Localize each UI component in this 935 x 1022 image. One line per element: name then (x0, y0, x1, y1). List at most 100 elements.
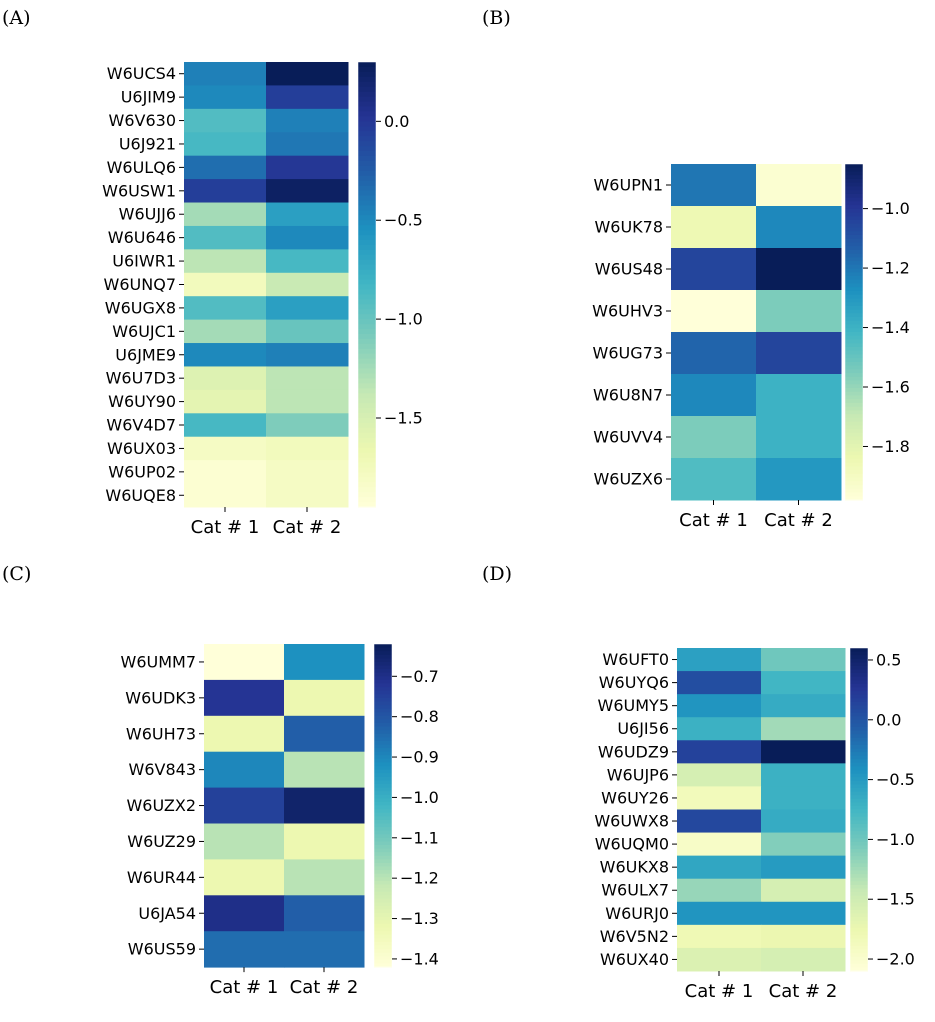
colorbar-frame-d (849, 647, 869, 972)
colorbar-tick-label-d-5: −2.0 (876, 950, 915, 969)
colorbar-strip-a-80 (358, 457, 376, 464)
colorbar-tick-label-c-1: −0.8 (400, 707, 439, 726)
colorbar-strip-d-89 (850, 967, 868, 972)
colorbar-strip-d-20 (850, 719, 868, 724)
row-label-a-9: W6UNQ7 (104, 275, 176, 294)
heatmap-cell-d-10-1 (761, 878, 846, 903)
colorbar-strip-b-27 (845, 264, 863, 270)
colorbar-strip-a-36 (358, 240, 376, 246)
heatmap-cell-a-16-0 (184, 436, 267, 461)
colorbar-strip-b-9 (845, 197, 863, 202)
heatmap-cell-a-1-1 (266, 85, 349, 110)
colorbar-strip-c-0 (374, 644, 392, 649)
heatmap-cell-b-6-1 (756, 416, 842, 459)
colorbar-strip-a-61 (358, 363, 376, 370)
row-label-c-3: W6V843 (129, 760, 196, 779)
colorbar-tick-label-a-3: −1.5 (384, 409, 423, 428)
colorbar-strip-d-46 (850, 813, 868, 818)
colorbar-strip-a-14 (358, 131, 376, 137)
row-label-d-9: W6UKX8 (600, 858, 669, 877)
row-label-d-0: W6UFT0 (602, 650, 669, 669)
heatmap-cell-b-5-0 (671, 374, 757, 417)
heatmap-cell-c-0-0 (204, 644, 285, 681)
colorbar-strip-b-68 (845, 417, 863, 423)
heatmap-cell-c-7-1 (284, 895, 365, 932)
heatmap-cell-b-5-1 (756, 374, 842, 417)
heatmap-cell-a-2-1 (266, 108, 349, 133)
colorbar-strip-c-30 (374, 751, 392, 756)
colorbar-strip-a-85 (358, 482, 376, 488)
heatmap-cell-a-5-0 (184, 179, 267, 204)
colorbar-strip-a-51 (358, 314, 376, 320)
colorbar-strip-a-18 (358, 151, 376, 157)
colorbar-strip-d-13 (850, 694, 868, 699)
colorbar-strip-c-29 (374, 748, 392, 753)
colorbar-strip-d-59 (850, 859, 868, 864)
colorbar-tick-label-a-0: 0.0 (384, 112, 409, 131)
colorbar-strip-c-55 (374, 841, 392, 846)
colorbar-strip-a-55 (358, 333, 376, 340)
colorbar-strip-c-71 (374, 898, 392, 903)
heatmap-cell-a-3-0 (184, 132, 267, 157)
colorbar-frame-a (357, 61, 377, 508)
colorbar-strip-b-4 (845, 178, 863, 184)
colorbar-strip-d-81 (850, 938, 868, 943)
colorbar-strip-a-44 (358, 279, 376, 286)
row-label-d-10: W6ULX7 (601, 881, 669, 900)
colorbar-tick-label-b-4: −1.8 (871, 437, 910, 456)
colorbar-strip-d-87 (850, 960, 868, 965)
row-label-b-5: W6U8N7 (593, 386, 663, 405)
colorbar-strip-d-86 (850, 956, 868, 961)
colorbar-strip-d-43 (850, 802, 868, 807)
heatmap-cell-a-17-1 (266, 460, 349, 485)
colorbar-strip-a-17 (358, 146, 376, 152)
row-label-a-6: W6UJJ6 (119, 205, 176, 224)
colorbar-strip-b-14 (845, 216, 863, 221)
colorbar-strip-b-45 (845, 332, 863, 337)
colorbar-strip-d-80 (850, 935, 868, 940)
colorbar-strip-c-46 (374, 809, 392, 814)
colorbar-strip-c-74 (374, 909, 392, 914)
colorbar-strip-d-77 (850, 924, 868, 929)
row-label-d-11: W6URJ0 (605, 904, 669, 923)
heatmap-cell-d-9-0 (677, 855, 762, 880)
colorbar-strip-c-72 (374, 902, 392, 907)
colorbar-strip-b-51 (845, 354, 863, 359)
colorbar-strip-c-32 (374, 758, 392, 764)
colorbar-strip-a-71 (358, 413, 376, 419)
colorbar-strip-b-89 (845, 496, 863, 501)
row-label-c-2: W6UH73 (126, 724, 196, 743)
colorbar-tick-label-c-3: −1.0 (400, 788, 439, 807)
colorbar-strip-a-25 (358, 185, 376, 192)
heatmap-cell-c-1-0 (204, 679, 285, 717)
row-label-a-13: W6U7D3 (106, 369, 176, 388)
colorbar-strip-a-62 (358, 368, 376, 375)
colorbar-tick-label-d-4: −1.5 (876, 890, 915, 909)
colorbar-strip-b-80 (845, 462, 863, 467)
colorbar-strip-a-20 (358, 160, 376, 167)
col-label-b-0: Cat # 1 (679, 510, 748, 531)
colorbar-strip-b-52 (845, 358, 863, 363)
heatmap-cell-b-1-1 (756, 206, 842, 249)
colorbar-strip-d-60 (850, 863, 868, 868)
row-label-d-3: U6JI56 (617, 719, 669, 738)
colorbar-strip-c-85 (374, 949, 392, 954)
colorbar-strip-b-39 (845, 309, 863, 314)
colorbar-strip-a-41 (358, 264, 376, 271)
heatmap-cell-b-3-0 (671, 290, 757, 333)
colorbar-strip-b-53 (845, 361, 863, 367)
colorbar-strip-a-54 (358, 329, 376, 335)
heatmap-cell-d-11-0 (677, 901, 762, 926)
colorbar-strip-a-75 (358, 432, 376, 439)
row-label-a-8: U6IWR1 (112, 252, 176, 271)
colorbar-strip-a-64 (358, 378, 376, 384)
colorbar-strip-b-38 (845, 305, 863, 311)
colorbar-strip-d-58 (850, 856, 868, 861)
colorbar-strip-a-56 (358, 338, 376, 345)
row-label-c-0: W6UMM7 (121, 652, 197, 671)
heatmap-cell-c-5-0 (204, 823, 285, 860)
colorbar-strip-c-58 (374, 852, 392, 857)
colorbar-strip-a-49 (358, 304, 376, 310)
colorbar-strip-b-1 (845, 167, 863, 173)
